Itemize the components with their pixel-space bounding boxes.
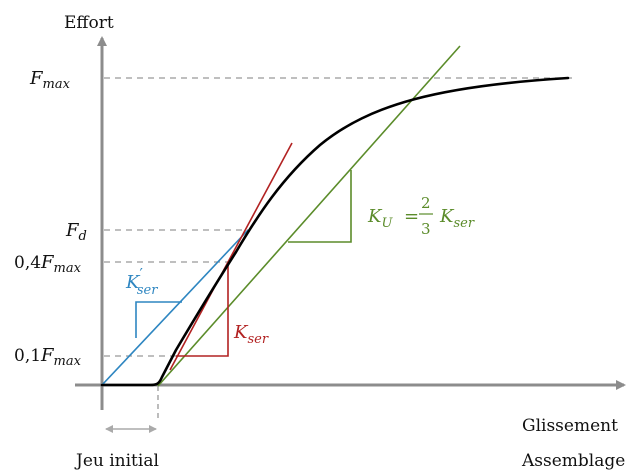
kser-prime-slope-triangle	[135, 301, 182, 338]
tick-fmax: Fmax	[29, 68, 71, 92]
tick-fd: Fd	[65, 220, 87, 244]
load-slip-curve	[100, 76, 570, 387]
x-axis-label-line2: Assemblage	[521, 451, 625, 470]
kser-prime-label: K′ ser	[125, 265, 158, 298]
svg-text:=: =	[404, 206, 419, 227]
svg-text:Kser: Kser	[439, 206, 475, 231]
initial-slip-label: Jeu initial	[74, 451, 159, 470]
svg-text:3: 3	[421, 220, 431, 238]
kser-tangent-line	[169, 142, 293, 371]
svg-text:2: 2	[421, 194, 431, 212]
svg-text:KU: KU	[367, 206, 393, 231]
kser-prime-secant-line	[101, 229, 249, 386]
y-axis-label: Effort	[64, 13, 114, 33]
ku-secant-line	[157, 45, 461, 387]
tick-04fmax: 0,4Fmax	[14, 252, 82, 276]
kser-slope-triangle	[176, 262, 229, 357]
x-axis-label-line1: Glissement	[522, 416, 618, 436]
tick-01fmax: 0,1Fmax	[14, 345, 82, 369]
kser-label: Kser	[233, 322, 269, 347]
ku-formula-label: KU = 2 3 Kser	[367, 194, 475, 238]
ku-slope-triangle	[288, 170, 352, 243]
